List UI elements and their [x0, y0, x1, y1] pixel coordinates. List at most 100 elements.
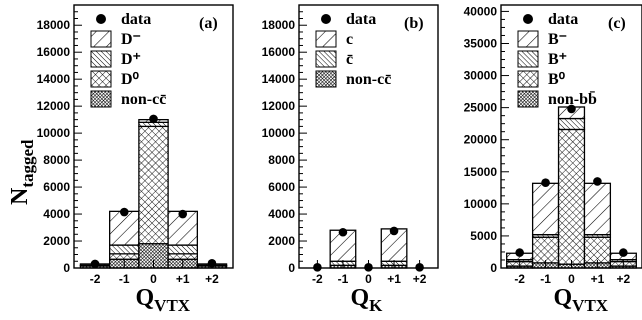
y-tick-label: 35000 — [464, 36, 498, 50]
legend-label: data — [346, 11, 376, 28]
y-tick-label: 15000 — [464, 165, 498, 179]
y-tick-label: 6000 — [268, 180, 295, 194]
bar-segment — [557, 128, 586, 265]
y-tick-label: 12000 — [37, 99, 71, 113]
y-tick-label: 30000 — [464, 69, 498, 83]
legend-swatch — [90, 90, 112, 108]
x-tick-label: 0 — [365, 272, 372, 286]
y-tick-label: 14000 — [262, 72, 296, 86]
bar-segment — [109, 253, 140, 260]
bar-segment — [557, 117, 586, 131]
legend-swatch — [315, 30, 337, 48]
y-tick-label: 5000 — [470, 229, 497, 243]
y-tick-label: 8000 — [268, 153, 295, 167]
y-tick-label: 40000 — [464, 4, 498, 18]
legend-swatch — [517, 70, 539, 88]
bar-segment — [167, 253, 198, 260]
legend-swatch — [315, 70, 337, 88]
y-tick-label: 20000 — [464, 133, 498, 147]
legend-label: D⁰ — [121, 71, 140, 88]
y-tick-label: 12000 — [262, 99, 296, 113]
legend-label: c — [346, 31, 353, 48]
bar-segment — [167, 210, 198, 246]
y-tick-label: 8000 — [43, 153, 70, 167]
panel-label: (c) — [608, 15, 626, 32]
panel-2: 0 2000 4000 6000 8000 10000 12000 14000 16000 180… — [262, 4, 439, 315]
y-tick-label: 18000 — [262, 18, 296, 32]
data-point — [515, 248, 524, 257]
legend-marker — [321, 14, 331, 24]
data-point — [541, 178, 550, 187]
y-tick-label: 0 — [288, 261, 295, 275]
data-point — [119, 207, 129, 217]
bar-segment — [531, 182, 560, 236]
y-tick-label: 10000 — [464, 197, 498, 211]
x-tick-label: +2 — [205, 272, 219, 286]
data-point — [567, 104, 576, 114]
y-tick-label: 18000 — [37, 18, 71, 32]
legend-marker — [96, 14, 106, 24]
data-point — [619, 248, 628, 257]
bar-segment — [531, 236, 560, 264]
x-tick-label: +2 — [616, 272, 630, 286]
legend-swatch — [90, 50, 112, 68]
x-tick-label: -2 — [90, 272, 101, 286]
legend-label: non-cc̄ — [346, 71, 391, 88]
y-tick-label: 14000 — [37, 72, 71, 86]
legend-label: D⁺ — [121, 51, 141, 68]
y-tick-label: 16000 — [37, 45, 71, 59]
y-tick-label: 2000 — [268, 234, 295, 248]
y-tick-label: 4000 — [268, 207, 295, 221]
legend-label: data — [548, 11, 578, 28]
x-tick-label: +2 — [413, 272, 427, 286]
x-tick-label: +1 — [591, 272, 605, 286]
x-tick-label: -2 — [312, 272, 323, 286]
x-tick-label: -1 — [119, 272, 130, 286]
bar-segment — [109, 210, 140, 246]
x-tick-label: -2 — [514, 272, 525, 286]
y-tick-label: 2000 — [43, 234, 70, 248]
legend-swatch — [90, 30, 112, 48]
legend-swatch — [315, 50, 337, 68]
bar-segment — [109, 244, 140, 255]
legend-label: B⁺ — [548, 51, 567, 68]
y-tick-label: 6000 — [43, 180, 70, 194]
legend-label: D⁻ — [121, 31, 141, 48]
bar-segment — [138, 125, 169, 245]
bar-segment — [167, 244, 198, 255]
y-tick-label: 16000 — [262, 45, 296, 59]
bar-segment — [583, 236, 612, 264]
x-axis-label: QK — [351, 285, 384, 315]
panel-label: (b) — [404, 15, 424, 32]
x-tick-label: +1 — [176, 272, 190, 286]
y-tick-label: 4000 — [43, 207, 70, 221]
legend-label: B⁻ — [548, 31, 567, 48]
legend-marker — [523, 14, 533, 24]
data-point — [389, 226, 399, 236]
y-tick-label: 10000 — [262, 126, 296, 140]
y-tick-label: 25000 — [464, 101, 498, 115]
data-point — [149, 114, 158, 124]
x-tick-label: +1 — [387, 272, 401, 286]
x-tick-label: -1 — [338, 272, 349, 286]
y-tick-label: 10000 — [37, 126, 71, 140]
panel-3: 0 5000 10000 15000 20000 25000 30000 35000 40000… — [464, 4, 642, 315]
legend-swatch — [517, 50, 539, 68]
x-axis-label: QVTX — [136, 285, 191, 315]
data-point — [178, 209, 188, 219]
y-tick-label: 0 — [63, 261, 70, 275]
legend-swatch — [517, 30, 539, 48]
x-tick-label: -1 — [540, 272, 551, 286]
legend-label: data — [121, 11, 151, 28]
legend-swatch — [90, 70, 112, 88]
legend-label: c̄ — [346, 51, 353, 68]
panel-label: (a) — [199, 15, 218, 32]
panel-1: 0 2000 4000 6000 8000 10000 12000 14000 16000 180… — [37, 4, 234, 315]
legend-label: non-bb̄ — [548, 89, 597, 108]
x-axis-label: QVTX — [554, 285, 609, 315]
legend-swatch — [517, 90, 539, 108]
data-point — [593, 177, 602, 186]
legend-label: B⁰ — [548, 71, 566, 88]
legend-label: non-cc̄ — [121, 91, 166, 108]
